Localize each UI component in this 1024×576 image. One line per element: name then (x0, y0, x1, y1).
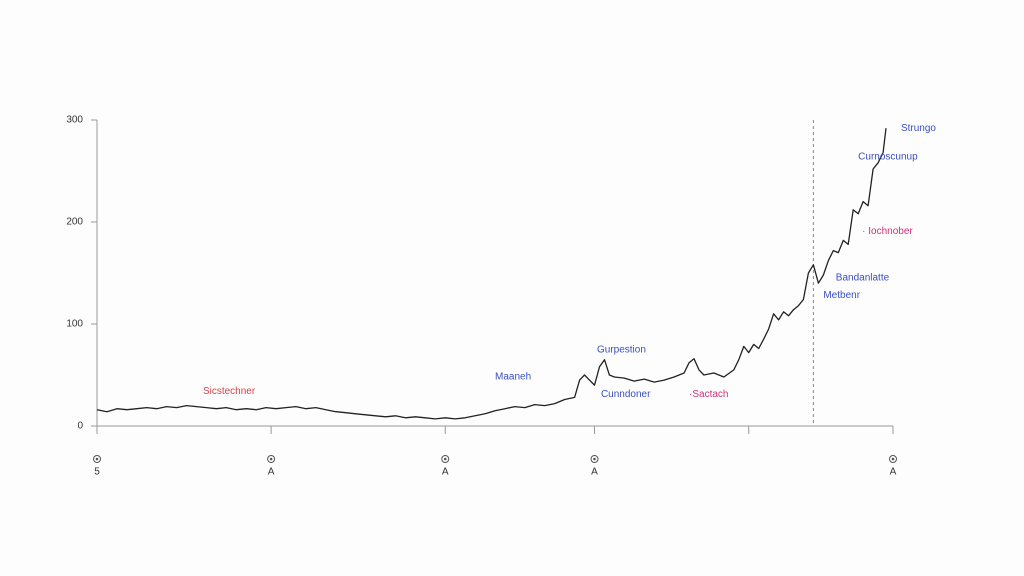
x-tick-icon (267, 455, 276, 463)
x-tick-label: 5 (94, 467, 100, 478)
data-line (96, 128, 887, 420)
y-tick-label: 300 (66, 115, 83, 126)
x-tick-icon (269, 457, 273, 461)
x-tick-icon (891, 457, 895, 461)
annotation: ·Sactach (689, 389, 728, 400)
x-tick-icon (93, 455, 101, 463)
annotation: · Iochnober (862, 226, 913, 237)
annotation: Sicstechner (203, 386, 256, 397)
annotation: Strungo (901, 123, 936, 134)
x-tick-label: A (268, 467, 275, 478)
y-tick-label: 100 (66, 319, 83, 330)
y-tick-label: 200 (66, 217, 83, 228)
x-tick-icon (590, 455, 599, 463)
annotation: Gurpestion (597, 345, 646, 356)
x-tick-label: A (890, 467, 897, 478)
x-tick-icon (889, 455, 897, 463)
x-tick-icon (443, 457, 447, 461)
x-tick-icon (441, 455, 450, 463)
x-tick-label: A (591, 467, 598, 478)
annotation: Curnoscunup (858, 151, 918, 162)
annotation: Cunndoner (601, 389, 651, 400)
x-tick-icon (95, 457, 99, 461)
annotation: Maaneh (495, 372, 531, 383)
annotation: Metbenr (823, 290, 860, 301)
annotation: Bandanlatte (836, 273, 890, 284)
x-tick-label: A (442, 467, 449, 478)
y-tick-label: 0 (77, 421, 83, 432)
x-tick-icon (593, 457, 596, 461)
